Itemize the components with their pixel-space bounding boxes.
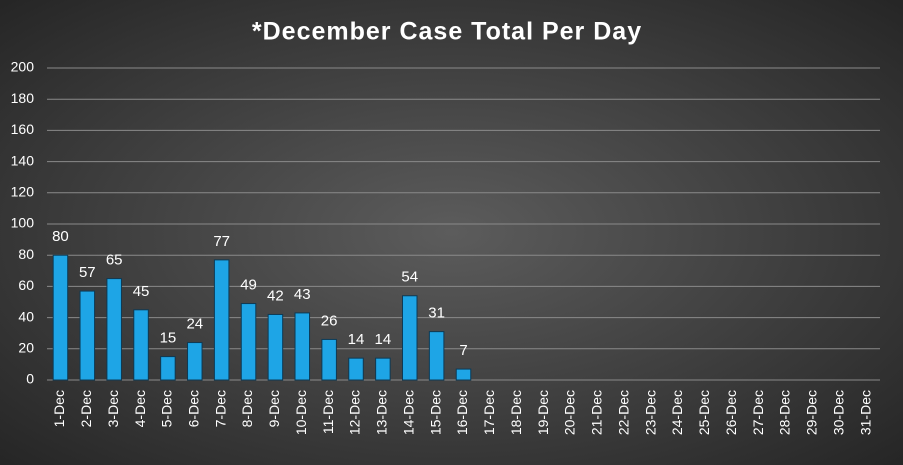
bar — [294, 312, 311, 381]
y-tick-label: 100 — [11, 215, 35, 231]
x-tick-label: 5-Dec — [159, 390, 175, 427]
x-tick-label: 15-Dec — [427, 390, 443, 435]
value-label: 77 — [213, 233, 230, 250]
bar — [267, 313, 284, 381]
bar — [348, 357, 364, 381]
y-tick-label: 20 — [18, 340, 34, 356]
x-tick-label: 21-Dec — [589, 390, 605, 435]
x-tick-label: 3-Dec — [105, 390, 121, 427]
bar — [455, 368, 472, 381]
x-tick-label: 20-Dec — [562, 390, 578, 435]
x-tick-label: 6-Dec — [185, 390, 201, 427]
y-tick-label: 0 — [26, 371, 34, 387]
value-label: 31 — [428, 305, 445, 322]
bar — [52, 254, 69, 381]
x-tick-label: 30-Dec — [830, 390, 846, 435]
value-label: 14 — [348, 331, 365, 348]
y-tick-label: 180 — [11, 90, 35, 106]
x-tick-label: 19-Dec — [535, 390, 551, 435]
x-tick-label: 23-Dec — [642, 390, 658, 435]
x-tick-label: 7-Dec — [212, 390, 228, 427]
value-label: 54 — [401, 269, 418, 286]
x-tick-label: 17-Dec — [481, 390, 497, 435]
value-label: 15 — [160, 330, 177, 347]
x-tick-label: 27-Dec — [750, 390, 766, 435]
bar — [106, 278, 122, 381]
x-tick-label: 24-Dec — [669, 390, 685, 435]
bar — [187, 342, 203, 381]
bar — [133, 309, 149, 381]
x-tick-label: 11-Dec — [320, 390, 336, 434]
x-tick-label: 12-Dec — [347, 390, 363, 435]
value-label: 26 — [321, 312, 338, 329]
x-tick-label: 26-Dec — [723, 390, 739, 435]
value-label: 24 — [186, 316, 203, 333]
x-tick-label: 22-Dec — [615, 390, 631, 435]
x-tick-label: 9-Dec — [266, 390, 282, 427]
x-tick-label: 2-Dec — [78, 390, 94, 427]
value-label: 14 — [375, 331, 392, 348]
x-tick-label: 16-Dec — [454, 390, 470, 435]
value-label: 42 — [267, 287, 284, 304]
value-label: 57 — [79, 264, 96, 281]
x-tick-label: 14-Dec — [400, 390, 416, 435]
x-tick-label: 8-Dec — [239, 390, 255, 427]
x-tick-label: 10-Dec — [293, 390, 309, 435]
bar — [402, 295, 418, 381]
value-label: 45 — [133, 283, 150, 300]
x-tick-label: 18-Dec — [508, 390, 524, 435]
value-label: 80 — [52, 228, 69, 245]
x-tick-label: 1-Dec — [51, 390, 67, 427]
y-tick-label: 40 — [18, 308, 34, 324]
x-tick-label: 25-Dec — [696, 390, 712, 435]
y-tick-label: 140 — [11, 152, 35, 168]
x-tick-label: 13-Dec — [374, 390, 390, 435]
value-label: 49 — [240, 277, 257, 294]
chart-title: *December Case Total Per Day — [252, 18, 642, 46]
bar — [240, 303, 257, 381]
x-tick-label: 31-Dec — [857, 390, 873, 435]
y-tick-label: 80 — [18, 246, 34, 262]
value-label: 65 — [106, 252, 123, 269]
bar — [213, 259, 230, 381]
bar — [321, 338, 337, 381]
bar — [160, 356, 176, 381]
value-label: 7 — [459, 342, 467, 359]
y-tick-label: 120 — [11, 184, 35, 200]
value-label: 43 — [294, 286, 311, 303]
bar — [375, 357, 391, 381]
bar — [428, 331, 445, 381]
x-tick-label: 29-Dec — [804, 390, 820, 435]
x-tick-label: 4-Dec — [132, 390, 148, 427]
y-tick-label: 200 — [11, 59, 35, 75]
y-tick-label: 160 — [11, 121, 35, 137]
y-tick-label: 60 — [18, 277, 34, 293]
bar — [79, 290, 96, 381]
x-tick-label: 28-Dec — [777, 390, 793, 435]
